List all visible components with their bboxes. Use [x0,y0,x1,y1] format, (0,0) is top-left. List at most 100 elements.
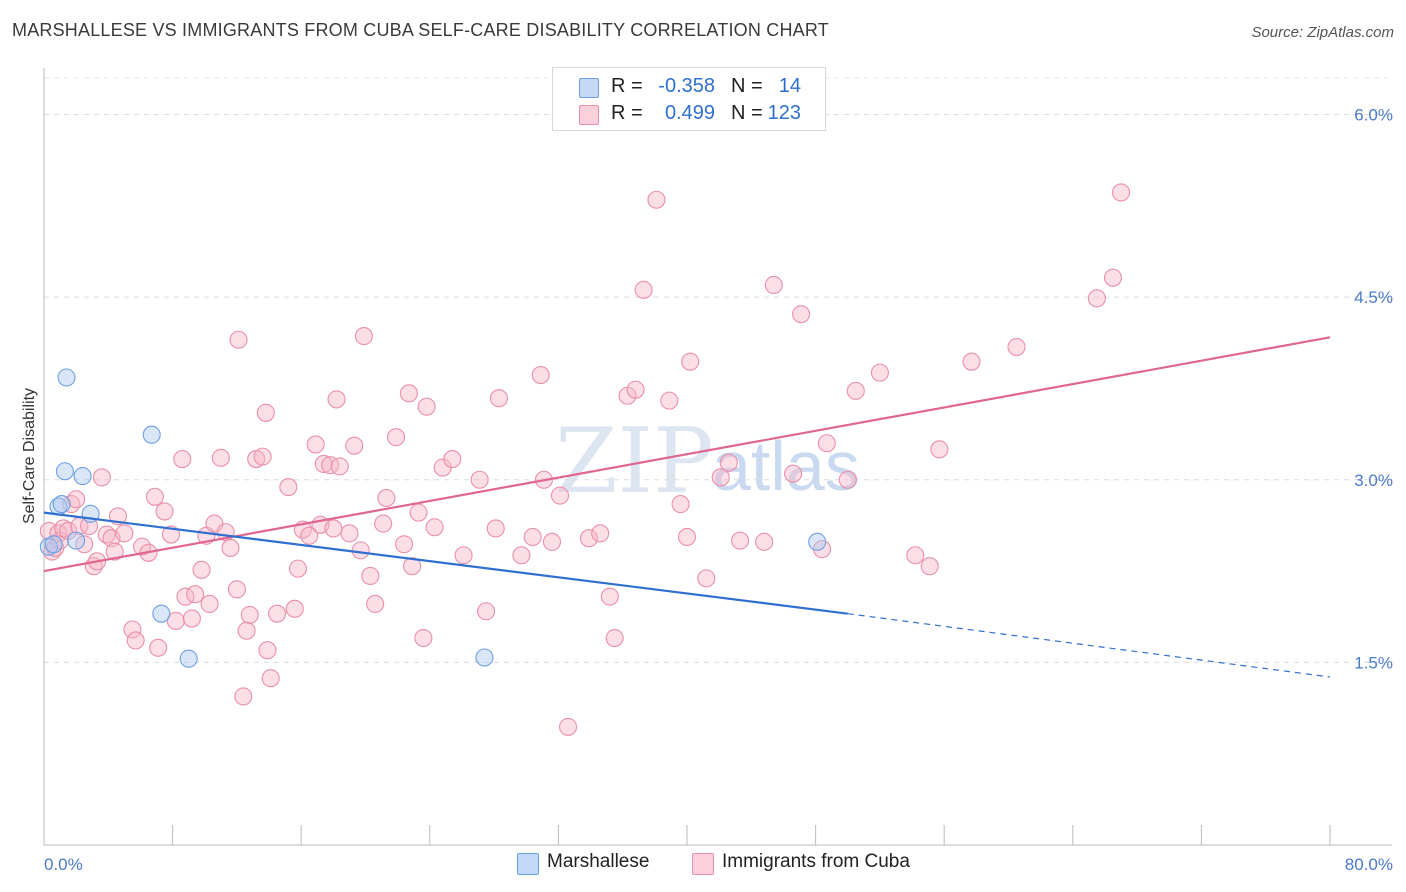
point-cuba [531,366,550,385]
point-cuba [161,525,181,544]
point-cuba [377,488,396,508]
point-cuba [784,464,803,483]
point-cuba [660,391,679,410]
point-cuba [512,546,531,565]
watermark-zip: ZIP [555,409,714,514]
trend-line-marshallese-extension [847,613,1331,678]
point-cuba [605,628,624,648]
point-cuba [145,487,164,506]
legend-n-label: N = [731,102,763,124]
point-cuba [579,529,598,548]
point-cuba [962,352,981,371]
legend-r-value: 0.499 [664,102,715,124]
trend-line-cuba [43,336,1331,573]
y-axis-label: Self-Care Disability [21,388,38,524]
point-marshallese [475,648,494,667]
point-cuba [523,527,542,547]
point-cuba [234,687,253,706]
point-cuba [229,330,248,349]
point-cuba [1111,183,1131,202]
point-cuba [470,470,489,489]
point-cuba [374,514,393,533]
point-cuba [711,468,730,487]
legend-row-cuba: R = 0.499 N = 123 [553,101,823,129]
point-cuba [354,327,373,346]
point-cuba [92,468,111,487]
point-cuba [155,502,174,521]
point-cuba [817,434,836,453]
point-marshallese [152,604,171,623]
point-cuba [730,531,750,550]
bottom-legend-label-cuba: Immigrants from Cuba [722,851,910,872]
point-marshallese [67,531,86,550]
point-cuba [240,605,259,624]
point-cuba [403,557,422,576]
point-cuba [54,519,73,538]
point-cuba [258,641,277,660]
point-cuba [173,450,192,469]
point-cuba [221,538,240,557]
point-cuba [550,486,570,505]
point-cuba [542,532,562,551]
point-cuba [425,518,444,537]
legend-n-label: N = [731,75,763,97]
point-cuba [647,190,666,209]
point-cuba [306,435,325,454]
point-cuba [838,470,857,489]
point-cuba [182,609,201,628]
legend-n-value: 123 [767,102,801,124]
point-cuba [351,541,370,560]
x-tick-label: 80.0% [1345,855,1393,874]
point-cuba [268,604,287,623]
point-cuba [677,527,697,547]
y-tick-label: 3.0% [1354,471,1393,490]
bottom-legend-label-marshallese: Marshallese [547,851,650,872]
point-cuba [634,280,653,299]
point-marshallese [179,649,198,668]
point-cuba [395,535,414,554]
point-cuba [755,532,774,551]
legend-r-label: R = [611,75,643,97]
point-cuba [1007,338,1026,357]
chart-title: MARSHALLESE VS IMMIGRANTS FROM CUBA SELF… [12,20,829,40]
point-cuba [126,631,145,650]
point-cuba [1087,289,1106,308]
point-cuba [920,557,939,576]
y-tick-label: 4.5% [1354,288,1393,307]
point-cuba [166,611,185,631]
legend-row-marshallese: R = -0.358 N = 14 [553,74,823,102]
point-cuba [279,478,298,497]
point-cuba [792,305,811,324]
point-marshallese [73,467,92,486]
axes [43,68,1392,846]
point-cuba [626,380,645,399]
point-cuba [115,524,134,543]
point-cuba [67,490,86,509]
point-cuba [288,559,308,578]
point-cuba [489,389,508,408]
y-tick-label: 1.5% [1354,653,1393,672]
trend-lines [43,336,1331,678]
point-cuba [361,566,380,585]
point-cuba [211,448,230,467]
point-cuba [558,717,578,736]
point-cuba [764,275,783,295]
watermark: ZIP atlas [555,409,860,514]
point-cuba [105,542,124,561]
point-cuba [414,628,433,648]
point-cuba [486,519,505,538]
point-cuba [345,436,364,455]
point-marshallese [52,495,71,514]
point-cuba [477,602,496,621]
point-cuba [324,519,343,538]
point-cuba [366,594,385,613]
point-cuba [846,381,865,400]
point-cuba [591,524,610,543]
point-cuba [600,587,619,606]
legend-r-label: R = [611,102,643,124]
point-cuba [719,453,738,472]
trend-line-marshallese [43,511,848,615]
point-cuba [97,525,116,544]
point-cuba [256,403,275,422]
